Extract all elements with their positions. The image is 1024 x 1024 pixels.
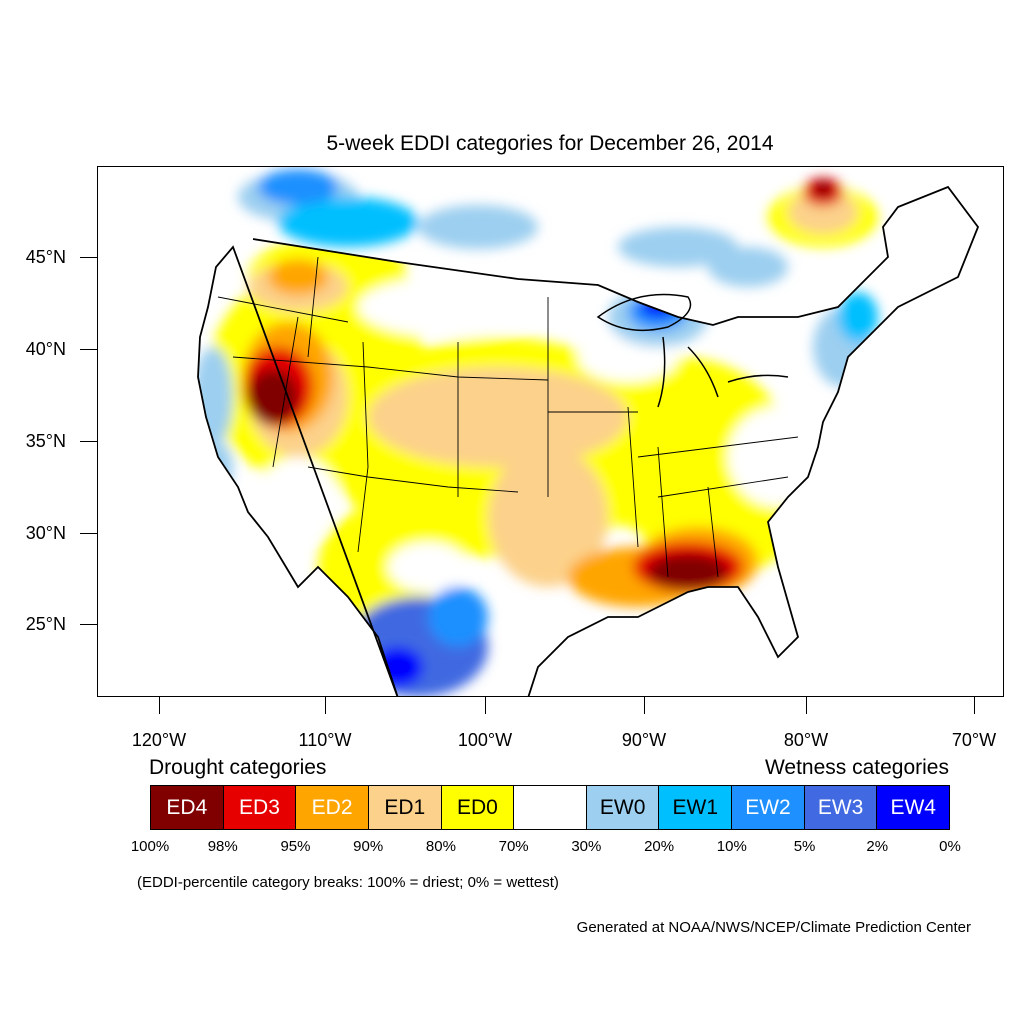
legend-box-ew0: EW0 — [586, 786, 660, 829]
legend-box-ew1: EW1 — [659, 786, 733, 829]
percent-label: 95% — [280, 838, 311, 855]
legend-box-ed2: ED2 — [296, 786, 369, 829]
drought-heading: Drought categories — [149, 756, 327, 779]
lon-tick — [806, 697, 807, 714]
legend-box-ed3: ED3 — [223, 786, 297, 829]
lat-tick — [80, 349, 97, 350]
north-wet-patches — [238, 169, 788, 287]
legend-box-ed4: ED4 — [151, 786, 224, 829]
lon-label-120w: 120°W — [131, 730, 187, 750]
lon-tick — [644, 697, 645, 714]
percent-label: 2% — [866, 838, 889, 855]
legend-box-ew3: EW3 — [804, 786, 878, 829]
lon-tick — [159, 697, 160, 714]
lat-label-30n: 30°N — [25, 523, 66, 543]
category-note: (EDDI-percentile category breaks: 100% =… — [137, 874, 559, 891]
percent-label: 90% — [353, 838, 384, 855]
lat-label-45n: 45°N — [25, 247, 66, 267]
lon-label-100w: 100°W — [457, 730, 513, 750]
percent-label: 0% — [939, 838, 961, 855]
legend-box-ew2: EW2 — [732, 786, 805, 829]
legend-box-ew4: EW4 — [877, 786, 950, 829]
lat-label-40n: 40°N — [25, 339, 66, 359]
lat-tick — [80, 441, 97, 442]
legend-bar: ED4 ED3 ED2 ED1 ED0 EW0 EW1 EW2 EW3 EW4 — [150, 785, 950, 830]
lat-label-25n: 25°N — [25, 614, 66, 634]
eddi-map — [97, 166, 1004, 697]
wetness-heading: Wetness categories — [764, 756, 949, 779]
lat-label-35n: 35°N — [25, 431, 66, 451]
lon-tick — [485, 697, 486, 714]
lon-label-80w: 80°W — [783, 730, 829, 750]
percent-label: 5% — [793, 838, 816, 855]
lon-label-90w: 90°W — [621, 730, 667, 750]
map-canvas — [197, 169, 980, 696]
lon-tick — [974, 697, 975, 714]
lat-tick — [80, 257, 97, 258]
map-title: 5-week EDDI categories for December 26, … — [326, 132, 774, 155]
credit-text: Generated at NOAA/NWS/NCEP/Climate Predi… — [576, 919, 971, 936]
percent-label: 70% — [498, 838, 529, 855]
lat-tick — [80, 624, 97, 625]
percent-label: 20% — [644, 838, 675, 855]
northeast-dry-patch — [768, 178, 878, 247]
legend-box-ed0: ED0 — [441, 786, 515, 829]
conus-field — [198, 187, 978, 696]
legend-box-ed1: ED1 — [368, 786, 442, 829]
percent-label: 98% — [207, 838, 238, 855]
percent-label: 80% — [425, 838, 456, 855]
boundaries — [197, 185, 980, 696]
lon-label-70w: 70°W — [951, 730, 997, 750]
percent-label: 10% — [716, 838, 747, 855]
lon-label-110w: 110°W — [298, 730, 352, 750]
lat-tick — [80, 533, 97, 534]
lon-tick — [325, 697, 326, 714]
legend-box-neutral — [514, 786, 587, 829]
percent-label: 30% — [571, 838, 602, 855]
percent-label: 100% — [130, 838, 170, 855]
